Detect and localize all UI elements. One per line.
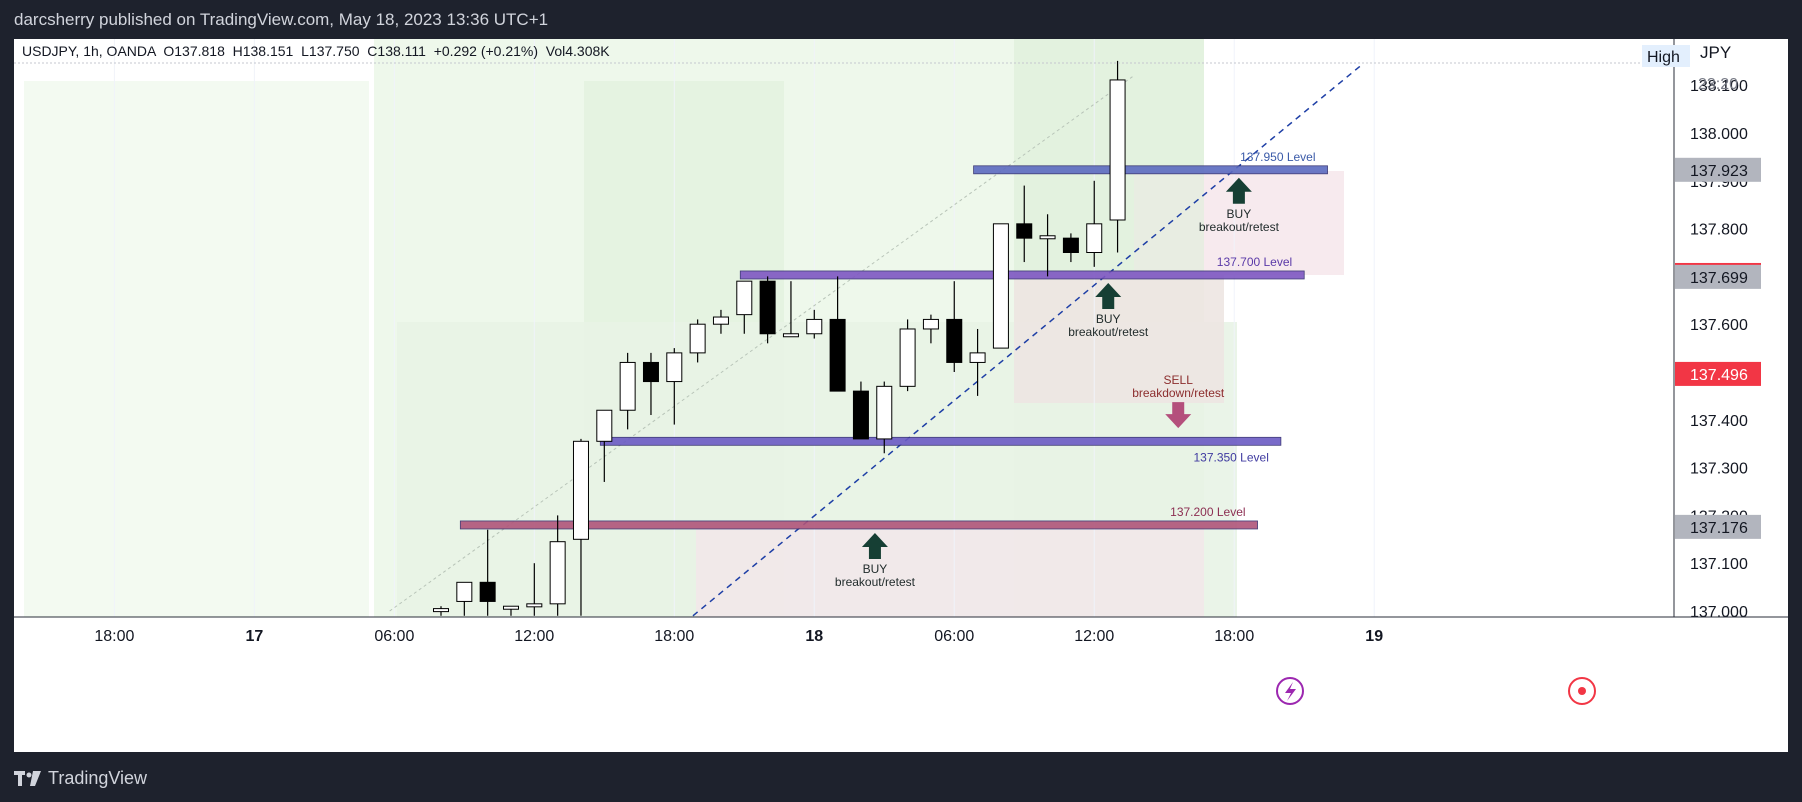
level-lines: 137.950 Level 137.700 Level 137.350 Level 1… (459, 150, 1328, 530)
lightning-icon[interactable] (1276, 677, 1304, 705)
time-tick-label: 18 (805, 628, 823, 645)
price-tag-label: 137.496 (1690, 367, 1748, 384)
candle-body (526, 603, 543, 608)
currency-label[interactable]: JPY (1700, 43, 1731, 62)
signal-text: breakout/retest (1199, 220, 1280, 234)
high-marker-bg (1642, 45, 1690, 67)
time-tick-label: 18:00 (94, 628, 134, 645)
zone-pink-low (696, 527, 1204, 617)
price-tick-label: 137.400 (1690, 413, 1748, 430)
candle-body (666, 352, 683, 383)
candle-body (689, 323, 706, 354)
price-tag (1675, 264, 1761, 289)
level-line (973, 165, 1328, 175)
time-tick-label: 18:00 (1214, 628, 1254, 645)
price-tag (1675, 514, 1761, 539)
candle-body (946, 318, 963, 363)
candle-body (1086, 223, 1103, 254)
level-label: 137.700 Level (1217, 255, 1292, 269)
candle-body (806, 318, 823, 335)
zone-early (24, 81, 369, 617)
time-tick-label: 12:00 (1074, 628, 1114, 645)
level-label: 137.950 Level (1240, 150, 1315, 164)
candle-body (992, 223, 1009, 349)
candle-body (1062, 237, 1079, 254)
candle-body (549, 541, 566, 605)
signals: BUYbreakout/retestBUYbreakout/retestSELL… (835, 177, 1280, 589)
candles (433, 60, 1126, 616)
time-tick-label: 06:00 (934, 628, 974, 645)
price-tag-label: 137.699 (1690, 270, 1748, 287)
candle-body (876, 385, 893, 440)
level-line (739, 270, 1305, 280)
signal-type: BUY (1227, 207, 1252, 221)
level-line (599, 436, 1282, 446)
level-label: 137.350 Level (1193, 450, 1268, 464)
price-tick-label: 138.100 (1690, 78, 1748, 95)
time-tick-label: 18:00 (654, 628, 694, 645)
candle-body (899, 328, 916, 387)
price-tag-label: 137.176 (1690, 520, 1748, 537)
candle-body (922, 318, 939, 330)
zone-pink-high (1204, 171, 1344, 275)
price-tick-label: 137.100 (1690, 556, 1748, 573)
price-tag (1675, 361, 1761, 386)
buy-arrow-icon (1225, 177, 1252, 204)
signal-text: breakdown/retest (1132, 386, 1225, 400)
candle-body (642, 361, 659, 383)
time-tick-label: 12:00 (514, 628, 554, 645)
candle-body (829, 318, 846, 392)
candle-body (479, 581, 496, 602)
target-icon[interactable] (1568, 677, 1596, 705)
footer: TradingView (0, 755, 1802, 802)
candle-body (1039, 235, 1056, 240)
publish-line: darcsherry published on TradingView.com,… (14, 10, 549, 29)
price-tag-label: 137.923 (1690, 163, 1748, 180)
candle-body (969, 352, 986, 363)
price-tick-label: 138.000 (1690, 126, 1748, 143)
time-axis-bg (14, 617, 1788, 752)
price-tick-label: 137.800 (1690, 222, 1748, 239)
candle-body (782, 333, 799, 338)
candle-body (433, 608, 449, 613)
candle-body (619, 361, 636, 411)
buy-arrow-icon (861, 532, 888, 559)
tradingview-logo-icon (14, 770, 41, 786)
tradingview-logo-text: TradingView (48, 768, 148, 788)
candle-body (736, 280, 753, 316)
buy-arrow-icon (1095, 282, 1122, 309)
countdown: 23:20 (1698, 76, 1738, 93)
tradingview-logo[interactable]: TradingView (14, 768, 147, 789)
price-tick-label: 137.600 (1690, 317, 1748, 334)
time-tick-label: 19 (1365, 628, 1383, 645)
symbol-info[interactable]: USDJPY, 1h, OANDA O137.818 H138.151 L137… (22, 43, 610, 59)
axes: 137.000137.100137.200137.300137.400137.5… (14, 39, 1788, 752)
high-marker: High (1647, 49, 1680, 66)
candle-body (852, 390, 869, 440)
chart-frame[interactable]: 137.950 Level 137.700 Level 137.350 Level 1… (14, 39, 1788, 752)
candle-body (1016, 223, 1033, 239)
publish-header: darcsherry published on TradingView.com,… (0, 0, 1802, 39)
level-label: 137.200 Level (1170, 505, 1245, 519)
signal-type: BUY (863, 562, 888, 576)
candle-body (572, 440, 589, 540)
candle-body (759, 280, 776, 335)
candle-body (502, 605, 519, 610)
level-line (459, 520, 1258, 530)
candle-body (712, 316, 729, 325)
sell-arrow-icon (1165, 402, 1192, 429)
price-tag (1675, 157, 1761, 182)
signal-text: breakout/retest (835, 575, 916, 589)
signal-type: SELL (1164, 373, 1194, 387)
candle-body (596, 409, 613, 442)
candle-body (456, 581, 473, 602)
price-tick-label: 137.300 (1690, 461, 1748, 478)
signal-text: breakout/retest (1068, 325, 1149, 339)
time-tick-label: 17 (245, 628, 263, 645)
time-tick-label: 06:00 (374, 628, 414, 645)
candle-body (1109, 79, 1126, 221)
signal-type: BUY (1096, 312, 1121, 326)
